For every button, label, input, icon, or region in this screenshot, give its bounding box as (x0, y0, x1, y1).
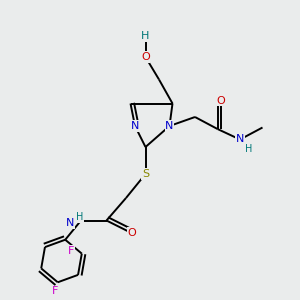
Text: N: N (66, 218, 75, 229)
Text: S: S (142, 169, 149, 179)
Text: H: H (141, 31, 150, 41)
Text: N: N (165, 121, 174, 131)
Text: N: N (236, 134, 244, 145)
Text: O: O (216, 95, 225, 106)
Text: O: O (141, 52, 150, 62)
Text: F: F (52, 286, 58, 296)
Text: H: H (76, 212, 83, 223)
Text: H: H (245, 143, 253, 154)
Text: O: O (128, 227, 136, 238)
Text: F: F (68, 246, 74, 256)
Text: N: N (131, 121, 139, 131)
